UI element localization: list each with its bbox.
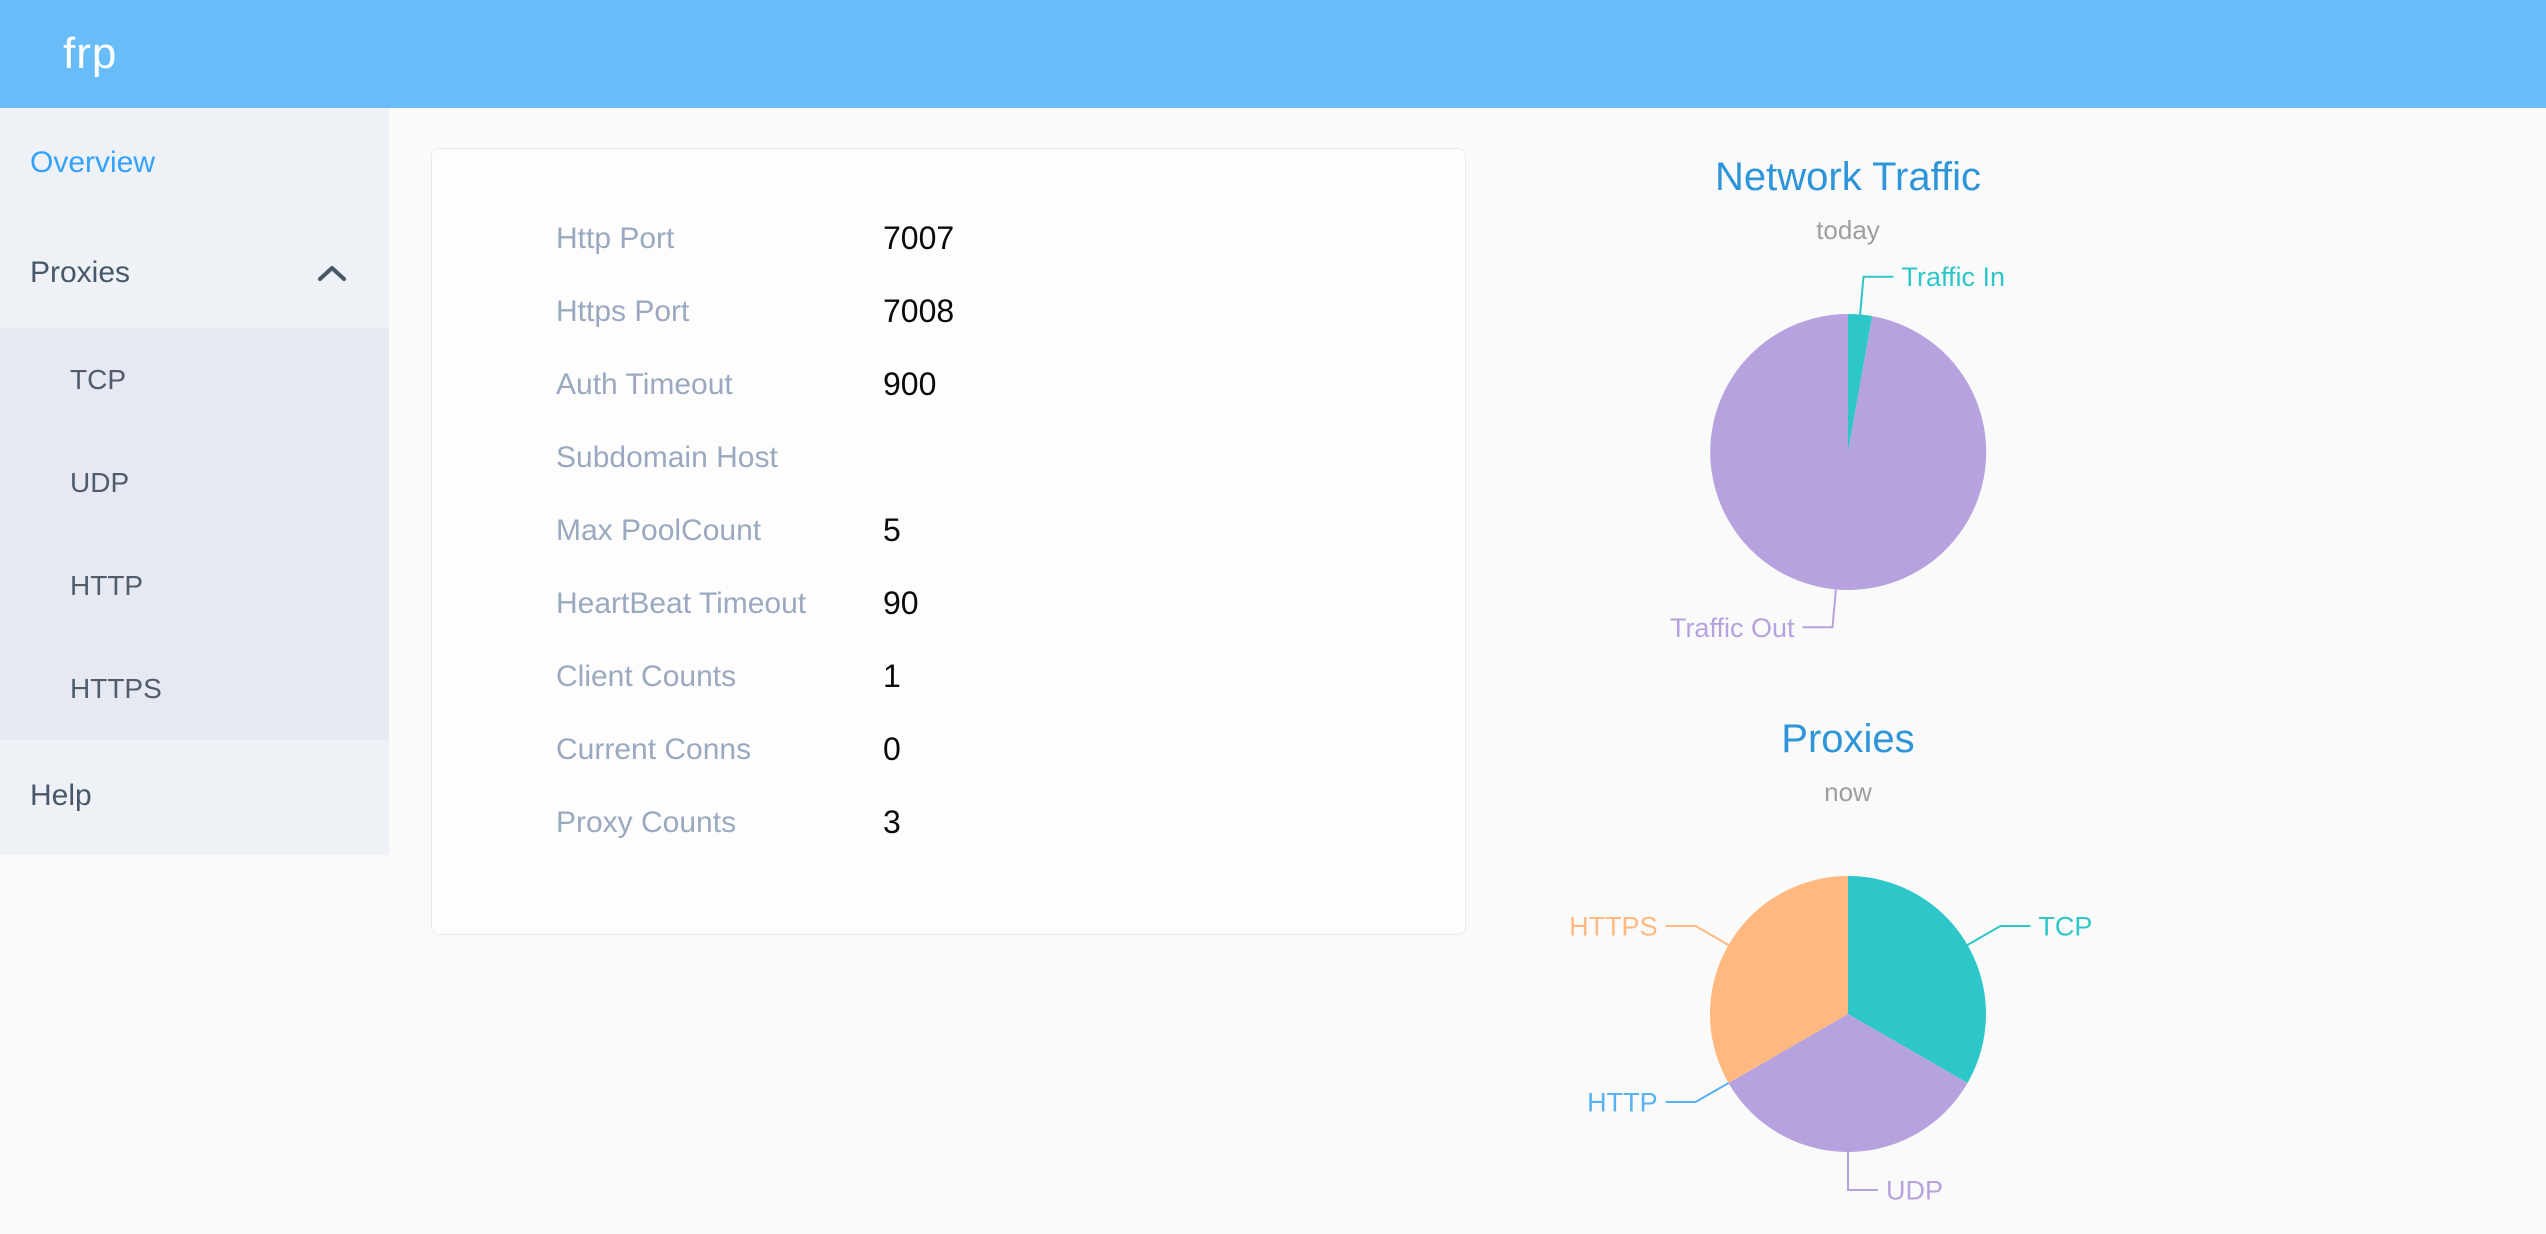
sidebar-item-label: TCP: [70, 363, 126, 395]
server-info-value: 0: [883, 731, 901, 767]
pie-slice-udp[interactable]: [1728, 1014, 1968, 1152]
chart-subtitle: now: [1824, 777, 1872, 807]
sidebar-item-label: Help: [30, 779, 92, 812]
sidebar-item-proxy-type[interactable]: UDP: [0, 431, 389, 534]
pie-label-http: HTTP: [1587, 1087, 1658, 1117]
sidebar-item-proxy-type[interactable]: HTTPS: [0, 637, 389, 740]
sidebar-item-proxy-type[interactable]: HTTP: [0, 534, 389, 637]
sidebar-submenu-proxies: TCP UDP HTTP HTTPS: [0, 328, 389, 740]
chart-title: Proxies: [1781, 717, 1914, 761]
server-info-row: Proxy Counts 3: [432, 786, 1465, 859]
pie-label-line-traffic-in: [1859, 275, 1894, 315]
server-info-value: 7007: [883, 220, 955, 256]
server-info-value: 1: [883, 658, 901, 694]
sidebar-item-help[interactable]: Help: [0, 740, 389, 852]
proxies-chart: Proxies now TCP UDP HTTP HTTPS: [1538, 692, 2158, 1234]
sidebar-item-proxies[interactable]: Proxies: [0, 218, 389, 328]
chart-title: Network Traffic: [1715, 155, 1981, 199]
proxies-pie: Proxies now TCP UDP HTTP HTTPS: [1569, 717, 2092, 1205]
server-info-row: HeartBeat Timeout 90: [432, 567, 1465, 640]
server-info-label: Auth Timeout: [556, 367, 733, 401]
sidebar-item-label: Proxies: [30, 256, 131, 289]
pie-label-traffic-in: Traffic In: [1902, 262, 2006, 292]
sidebar-item-label: Overview: [30, 146, 156, 179]
server-info-row: Subdomain Host: [432, 421, 1465, 494]
server-info-label: Proxy Counts: [556, 805, 737, 839]
server-info-value: 3: [883, 804, 901, 840]
server-info-value: 7008: [883, 293, 955, 329]
pie-label-udp: UDP: [1886, 1175, 1943, 1205]
server-info-value: 5: [883, 512, 901, 548]
app-logo: frp: [63, 29, 118, 78]
pie-label-line-http: [1665, 1082, 1730, 1103]
server-info-row: Client Counts 1: [432, 640, 1465, 713]
pie-label-line-https: [1665, 925, 1730, 946]
server-info-label: Current Conns: [556, 732, 752, 766]
pie-label-tcp: TCP: [2038, 911, 2092, 941]
pie-label-traffic-out: Traffic Out: [1670, 613, 1795, 643]
server-info-label: Subdomain Host: [556, 440, 778, 474]
server-info-row: Http Port 7007: [432, 202, 1465, 275]
sidebar-item-label: HTTPS: [70, 672, 162, 704]
pie-slice-https[interactable]: [1710, 876, 1848, 1083]
sidebar: Overview Proxies TCP UDP HTTP: [0, 108, 389, 855]
pie-slice-tcp[interactable]: [1848, 876, 1986, 1083]
pie-label-line-tcp: [1966, 925, 2031, 946]
pie-slice-traffic-in[interactable]: [1848, 313, 1873, 452]
server-info-row: Https Port 7008: [432, 275, 1465, 348]
server-info-value: 90: [883, 585, 919, 621]
network-traffic-chart: Network Traffic today Traffic In Traffic Ou…: [1538, 130, 2158, 690]
sidebar-item-label: UDP: [70, 466, 130, 498]
sidebar-item-proxy-type[interactable]: TCP: [0, 328, 389, 431]
server-info-label: Http Port: [556, 221, 675, 255]
pie-label-line-traffic-out: [1802, 589, 1837, 629]
sidebar-item-label: HTTP: [70, 569, 144, 601]
chevron-up-icon: [318, 266, 346, 281]
server-info-row: Auth Timeout 900: [432, 348, 1465, 421]
network-traffic-pie: Network Traffic today Traffic In Traffic Ou…: [1670, 155, 2006, 643]
server-info-label: Https Port: [556, 294, 690, 328]
pie-label-line-udp: [1847, 1152, 1878, 1191]
server-info-row: Max PoolCount 5: [432, 494, 1465, 567]
chart-subtitle: today: [1816, 215, 1880, 245]
pie-slice-traffic-out[interactable]: [1710, 314, 1987, 590]
server-info-value: 900: [883, 366, 937, 402]
server-info-card: Http Port 7007 Https Port 7008 Auth Time…: [431, 148, 1466, 935]
server-info-label: Client Counts: [556, 659, 737, 693]
sidebar-item-overview[interactable]: Overview: [0, 108, 389, 218]
app-header: frp: [0, 0, 2546, 108]
server-info-label: Max PoolCount: [556, 513, 762, 547]
pie-label-https: HTTPS: [1569, 911, 1658, 941]
server-info-label: HeartBeat Timeout: [556, 586, 807, 620]
server-info-row: Current Conns 0: [432, 713, 1465, 786]
